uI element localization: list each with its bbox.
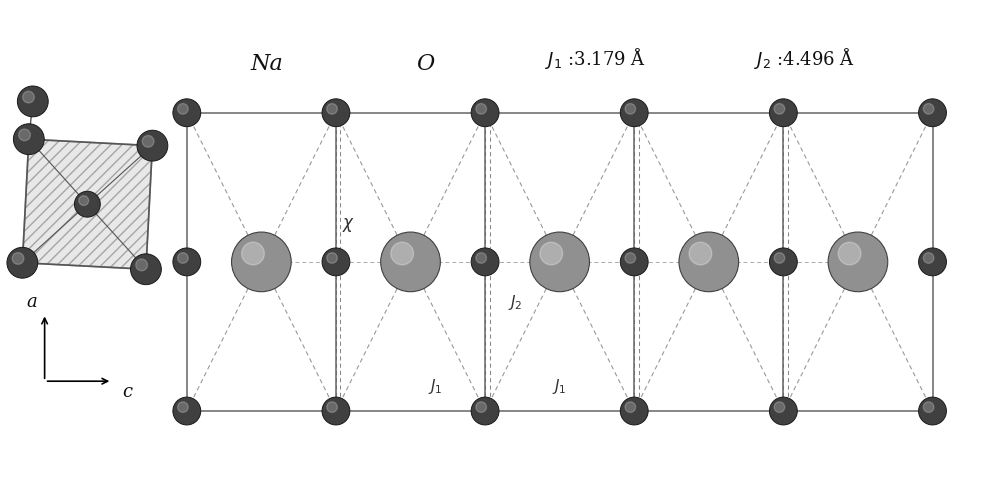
Circle shape — [7, 248, 38, 279]
Text: $J_2$: $J_2$ — [508, 292, 522, 312]
Text: O: O — [416, 53, 435, 75]
Circle shape — [391, 242, 413, 265]
Circle shape — [178, 105, 188, 115]
Circle shape — [838, 242, 861, 265]
Circle shape — [178, 402, 188, 412]
Circle shape — [769, 397, 797, 425]
Circle shape — [327, 402, 337, 412]
Circle shape — [242, 242, 264, 265]
Text: $\chi$: $\chi$ — [342, 216, 355, 234]
Circle shape — [173, 248, 201, 276]
Circle shape — [322, 397, 350, 425]
Circle shape — [173, 100, 201, 127]
Circle shape — [136, 259, 147, 271]
Circle shape — [131, 254, 161, 285]
Circle shape — [689, 242, 712, 265]
Circle shape — [13, 124, 44, 155]
Circle shape — [919, 100, 946, 127]
Circle shape — [625, 105, 636, 115]
Circle shape — [769, 248, 797, 276]
Circle shape — [322, 248, 350, 276]
Text: $J_1$ :3.179 Å: $J_1$ :3.179 Å — [545, 45, 646, 70]
Circle shape — [476, 253, 486, 264]
Circle shape — [540, 242, 563, 265]
Text: Na: Na — [250, 53, 283, 75]
Circle shape — [476, 402, 486, 412]
Circle shape — [774, 105, 785, 115]
Circle shape — [17, 87, 48, 118]
Circle shape — [12, 253, 24, 265]
Text: c: c — [122, 382, 132, 400]
Circle shape — [471, 397, 499, 425]
Circle shape — [620, 248, 648, 276]
Circle shape — [625, 253, 636, 264]
Text: $J_2$ :4.496 Å: $J_2$ :4.496 Å — [754, 45, 855, 70]
Circle shape — [620, 100, 648, 127]
Circle shape — [679, 233, 739, 292]
Circle shape — [327, 253, 337, 264]
Circle shape — [74, 192, 100, 218]
Circle shape — [23, 92, 34, 104]
Circle shape — [919, 397, 946, 425]
Circle shape — [142, 136, 154, 148]
Circle shape — [769, 100, 797, 127]
Circle shape — [476, 105, 486, 115]
Circle shape — [19, 130, 30, 141]
Circle shape — [620, 397, 648, 425]
Polygon shape — [22, 140, 152, 270]
Circle shape — [828, 233, 888, 292]
Circle shape — [923, 105, 934, 115]
Circle shape — [625, 402, 636, 412]
Circle shape — [232, 233, 291, 292]
Circle shape — [381, 233, 440, 292]
Circle shape — [322, 100, 350, 127]
Circle shape — [173, 397, 201, 425]
Circle shape — [774, 402, 785, 412]
Circle shape — [471, 100, 499, 127]
Circle shape — [923, 253, 934, 264]
Text: $J_1$: $J_1$ — [552, 376, 567, 395]
Circle shape — [530, 233, 589, 292]
Circle shape — [774, 253, 785, 264]
Text: a: a — [26, 292, 37, 310]
Circle shape — [79, 197, 89, 206]
Circle shape — [137, 131, 168, 162]
Circle shape — [327, 105, 337, 115]
Circle shape — [178, 253, 188, 264]
Text: $J_1$: $J_1$ — [428, 376, 443, 395]
Circle shape — [919, 248, 946, 276]
Circle shape — [471, 248, 499, 276]
Circle shape — [923, 402, 934, 412]
